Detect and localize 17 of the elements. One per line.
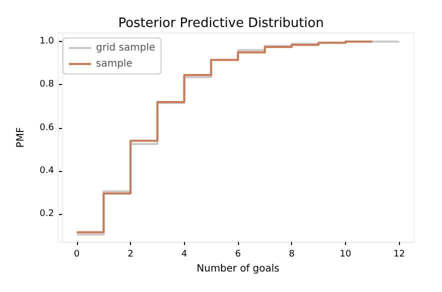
x-tick-label: 0	[74, 250, 80, 260]
x-tick-label: 12	[393, 250, 405, 260]
x-tick-label: 6	[235, 250, 242, 260]
x-tick-label: 8	[288, 250, 295, 260]
y-tick-label: 0.4	[40, 166, 54, 176]
chart-title: Posterior Predictive Distribution	[118, 16, 324, 31]
y-tick-label: 1.0	[40, 36, 54, 47]
y-tick-label: 0.2	[40, 208, 54, 219]
legend-label: sample	[96, 58, 132, 70]
x-axis-title: Number of goals	[196, 264, 280, 274]
x-tick-label: 4	[181, 250, 188, 260]
y-axis-title: PMF	[16, 127, 26, 148]
legend-label: grid sample	[96, 42, 156, 54]
y-tick-label: 0.8	[40, 80, 54, 90]
y-tick-label: 0.6	[40, 122, 54, 133]
x-tick-label: 2	[128, 250, 134, 260]
x-tick-label: 10	[340, 250, 352, 260]
